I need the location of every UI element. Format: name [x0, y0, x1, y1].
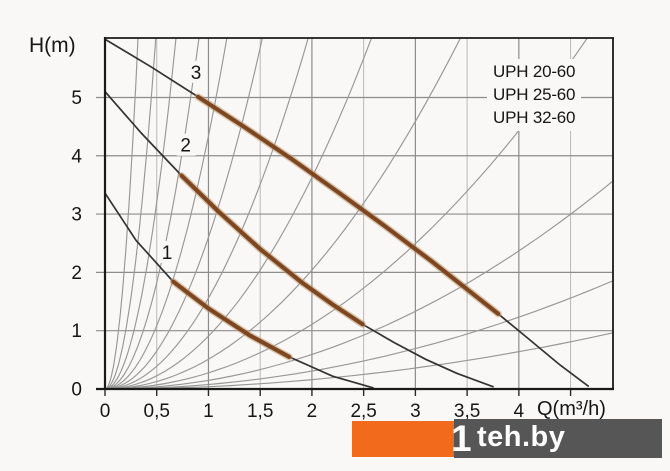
y-tick-label: 5: [71, 88, 82, 109]
y-tick-label: 2: [71, 263, 82, 284]
curve-label-1: 1: [162, 243, 173, 264]
system-curve: [105, 332, 613, 389]
system-curve: [105, 38, 139, 389]
system-curve: [105, 38, 373, 389]
watermark-orange-block: [352, 421, 458, 457]
legend-item-uph-32-60: UPH 32-60: [493, 108, 576, 127]
legend-item-uph-25-60: UPH 25-60: [493, 85, 576, 104]
highlight-segments-group: [169, 93, 502, 361]
highlight-core-1: [171, 279, 292, 359]
system-curve: [105, 280, 613, 389]
curve-label-bg: [187, 60, 207, 83]
x-tick-label: 1: [203, 401, 214, 422]
y-tick-label: 4: [71, 146, 82, 167]
highlight-core-2: [179, 173, 365, 327]
highlight-core-3: [196, 94, 501, 316]
x-tick-label: 0,5: [144, 401, 170, 422]
system-curve: [105, 38, 177, 389]
watermark-gray-bar: [454, 419, 662, 458]
curve-label-bg: [176, 133, 196, 156]
system-curves-group: [105, 38, 613, 389]
legend: UPH 20-60 UPH 25-60 UPH 32-60: [487, 59, 582, 131]
x-tick-label: 1,5: [247, 401, 273, 422]
system-curve: [105, 38, 462, 389]
y-tick-label: 0: [71, 380, 82, 401]
x-tick-label: 3: [410, 401, 421, 422]
x-tick-label: 2,5: [350, 401, 376, 422]
x-tick-label: 2: [307, 401, 318, 422]
x-tick-label: 0: [100, 401, 111, 422]
system-curve: [105, 38, 263, 389]
watermark-logo-mark: 1: [451, 418, 472, 459]
x-axis-label: Q(m³/h): [537, 398, 606, 420]
legend-item-uph-20-60: UPH 20-60: [493, 62, 576, 81]
x-tick-label: 3,5: [454, 401, 480, 422]
y-tick-label: 3: [71, 205, 82, 226]
watermark-logo-text: teh.by: [477, 421, 566, 453]
system-curve: [105, 38, 157, 389]
system-curve: [105, 38, 588, 389]
system-curve: [105, 180, 613, 389]
curve-label-3: 3: [191, 63, 202, 84]
system-curve: [105, 38, 228, 389]
y-axis-label: H(m): [29, 34, 76, 57]
curve-label-2: 2: [180, 136, 191, 157]
y-tick-label: 1: [71, 321, 82, 342]
curve-label-bg: [158, 240, 178, 263]
x-tick-label: 4: [514, 401, 525, 422]
